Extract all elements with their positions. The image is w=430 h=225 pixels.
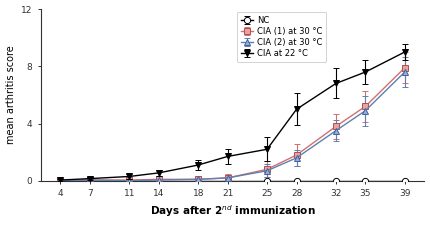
Legend: NC, CIA (1) at 30 °C, CIA (2) at 30 °C, CIA at 22 °C: NC, CIA (1) at 30 °C, CIA (2) at 30 °C, … [237,11,326,62]
X-axis label: Days after 2$^{nd}$ immunization: Days after 2$^{nd}$ immunization [150,204,316,219]
Y-axis label: mean arthritis score: mean arthritis score [6,45,15,144]
